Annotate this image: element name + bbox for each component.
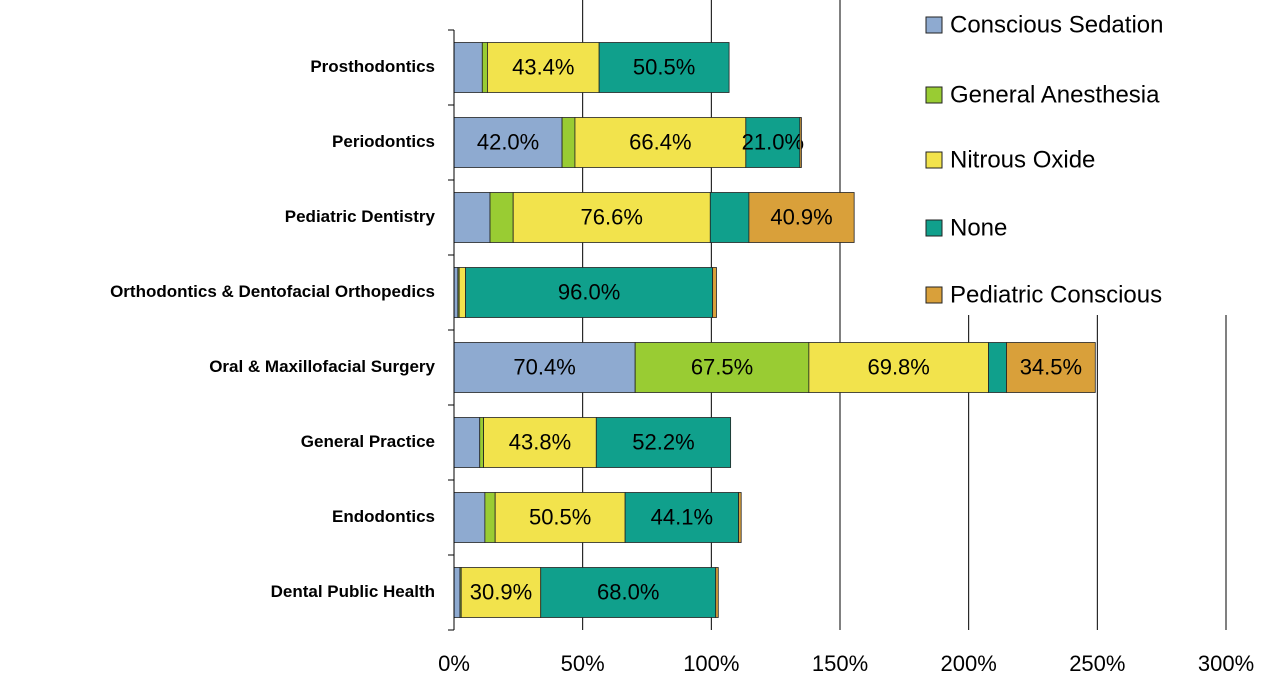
bar-segment — [1006, 342, 1096, 393]
bar-segment — [484, 492, 496, 543]
legend-swatch — [925, 219, 943, 237]
bar-segment — [460, 567, 542, 618]
data-label: 30.9% — [470, 579, 532, 604]
bar-segment — [453, 567, 461, 618]
legend-swatch — [925, 86, 943, 104]
bar-segment — [561, 117, 576, 168]
bar-segment — [453, 42, 483, 93]
x-tick-label: 200% — [941, 651, 997, 676]
bar-segment — [808, 342, 989, 393]
bar-segment — [709, 192, 750, 243]
bar-segment — [745, 117, 801, 168]
bar-segment — [988, 342, 1007, 393]
bar-segment — [540, 567, 717, 618]
legend-swatch — [925, 286, 943, 304]
bar-segment — [465, 267, 714, 318]
legend-swatch — [925, 151, 943, 169]
data-label: 44.1% — [651, 504, 713, 529]
bar-segment — [634, 342, 810, 393]
y-tick-label: General Practice — [301, 432, 435, 451]
legend-background — [915, 0, 1271, 315]
data-label: 50.5% — [529, 504, 591, 529]
bar-segment — [458, 267, 466, 318]
data-label: 50.5% — [633, 54, 695, 79]
y-tick-label: Periodontics — [332, 132, 435, 151]
data-label: 34.5% — [1020, 354, 1082, 379]
data-label: 43.8% — [509, 429, 571, 454]
bar-segment — [453, 192, 491, 243]
legend-swatch — [925, 16, 943, 34]
bar-segment — [738, 492, 742, 543]
bar-segment — [712, 267, 717, 318]
bar-segment — [483, 417, 597, 468]
data-label: 52.2% — [632, 429, 694, 454]
bar-segment — [624, 492, 740, 543]
bar-segment — [748, 192, 855, 243]
data-label: 42.0% — [477, 129, 539, 154]
y-tick-label: Oral & Maxillofacial Surgery — [209, 357, 435, 376]
bar-segment — [489, 192, 514, 243]
data-label: 66.4% — [629, 129, 691, 154]
bar-segment — [598, 42, 730, 93]
bar-segment — [715, 567, 719, 618]
legend-label: Pediatric Conscious — [950, 281, 1162, 308]
bar-segment — [453, 342, 636, 393]
bar-segment — [799, 117, 802, 168]
data-label: 96.0% — [558, 279, 620, 304]
y-tick-label: Prosthodontics — [310, 57, 435, 76]
x-tick-label: 150% — [812, 651, 868, 676]
y-tick-label: Orthodontics & Dentofacial Orthopedics — [110, 282, 435, 301]
bar-segment — [487, 42, 600, 93]
legend-label: General Anesthesia — [950, 81, 1160, 108]
data-label: 69.8% — [867, 354, 929, 379]
y-tick-label: Pediatric Dentistry — [285, 207, 436, 226]
bar-segment — [453, 267, 459, 318]
data-label: 76.6% — [581, 204, 643, 229]
bar-segment — [453, 417, 481, 468]
x-tick-label: 50% — [561, 651, 605, 676]
x-tick-label: 100% — [683, 651, 739, 676]
data-label: 67.5% — [691, 354, 753, 379]
bar-segment — [453, 492, 486, 543]
legend-label: Conscious Sedation — [950, 11, 1163, 38]
bar-segment — [481, 42, 488, 93]
x-tick-label: 250% — [1069, 651, 1125, 676]
y-tick-label: Endodontics — [332, 507, 435, 526]
legend-label: Nitrous Oxide — [950, 146, 1095, 173]
data-label: 43.4% — [512, 54, 574, 79]
data-label: 40.9% — [770, 204, 832, 229]
bar-segment — [494, 492, 626, 543]
bar-segment — [595, 417, 732, 468]
data-label: 21.0% — [742, 129, 804, 154]
bar-segment — [479, 417, 484, 468]
y-tick-label: Dental Public Health — [271, 582, 435, 601]
data-label: 70.4% — [513, 354, 575, 379]
bar-segment — [574, 117, 747, 168]
data-label: 68.0% — [597, 579, 659, 604]
bar-segment — [512, 192, 711, 243]
x-tick-label: 0% — [438, 651, 470, 676]
x-tick-label: 300% — [1198, 651, 1254, 676]
legend-label: None — [950, 214, 1007, 241]
